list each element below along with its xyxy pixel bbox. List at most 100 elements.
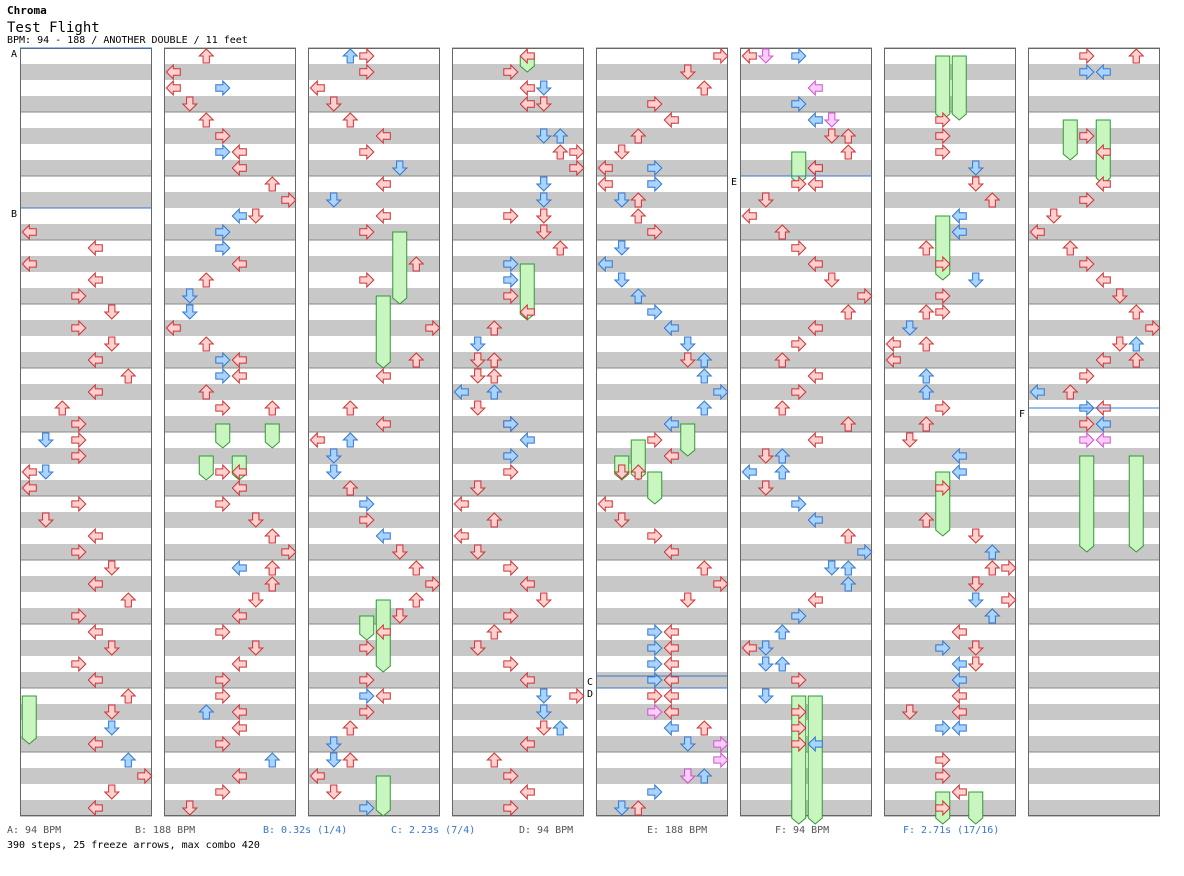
step-arrow — [807, 367, 823, 385]
step-arrow — [71, 607, 87, 625]
step-arrow — [247, 592, 265, 608]
step-arrow — [552, 144, 569, 160]
step-arrow — [840, 144, 857, 160]
step-arrow — [807, 79, 823, 97]
beat-stripe — [164, 64, 296, 80]
step-arrow — [469, 640, 487, 656]
step-arrow — [967, 176, 985, 192]
beat-stripe — [884, 384, 1016, 400]
step-arrow — [342, 400, 359, 416]
step-arrow — [359, 703, 375, 721]
step-arrow — [37, 464, 55, 480]
beat-stripe — [164, 640, 296, 656]
step-arrow — [984, 544, 1001, 560]
freeze-arrow — [519, 263, 535, 321]
step-arrow — [1062, 240, 1079, 256]
beat-stripe — [740, 224, 872, 240]
step-arrow — [342, 480, 359, 496]
step-arrow — [309, 767, 325, 785]
step-arrow — [503, 271, 519, 289]
chart-stats: 390 steps, 25 freeze arrows, max combo 4… — [7, 840, 260, 851]
step-arrow — [679, 336, 697, 352]
beat-stripe — [308, 320, 440, 336]
beat-stripe — [740, 288, 872, 304]
freeze-arrow — [680, 423, 696, 457]
step-arrow — [647, 527, 663, 545]
beat-stripe — [308, 160, 440, 176]
step-arrow — [791, 47, 807, 65]
freeze-arrow — [807, 695, 823, 825]
step-arrow — [679, 768, 697, 784]
step-arrow — [935, 767, 951, 785]
step-arrow — [840, 576, 857, 592]
step-arrow — [215, 687, 231, 705]
step-arrow — [679, 592, 697, 608]
beat-stripe — [452, 736, 584, 752]
step-arrow — [663, 447, 679, 465]
beat-stripe — [596, 416, 728, 432]
beat-stripe — [308, 128, 440, 144]
beat-stripe — [20, 800, 152, 816]
step-arrow — [503, 415, 519, 433]
step-arrow — [597, 175, 613, 193]
beat-stripe — [452, 320, 584, 336]
step-arrow — [713, 575, 729, 593]
step-arrow — [469, 368, 487, 384]
step-arrow — [453, 383, 469, 401]
step-arrow — [231, 207, 247, 225]
beat-stripe — [1028, 320, 1160, 336]
step-arrow — [791, 719, 807, 737]
step-arrow — [535, 80, 553, 96]
step-arrow — [630, 128, 647, 144]
step-arrow — [120, 688, 137, 704]
step-arrow — [1128, 336, 1145, 352]
step-arrow — [757, 640, 775, 656]
step-arrow — [535, 224, 553, 240]
step-arrow — [1128, 48, 1145, 64]
step-arrow — [918, 384, 935, 400]
step-arrow — [967, 576, 985, 592]
bpm-change-label: E — [731, 177, 737, 188]
step-arrow — [918, 368, 935, 384]
chart-column-border — [164, 48, 296, 816]
beat-stripe — [452, 512, 584, 528]
step-arrow — [1062, 384, 1079, 400]
step-arrow — [935, 287, 951, 305]
step-arrow — [181, 800, 199, 816]
step-arrow — [967, 160, 985, 176]
beat-stripe — [452, 192, 584, 208]
step-arrow — [503, 607, 519, 625]
step-arrow — [408, 592, 425, 608]
step-arrow — [613, 240, 631, 256]
step-arrow — [535, 176, 553, 192]
beat-stripe — [164, 288, 296, 304]
step-arrow — [918, 336, 935, 352]
freeze-arrow — [359, 615, 375, 641]
step-arrow — [325, 464, 343, 480]
step-arrow — [1029, 383, 1045, 401]
step-arrow — [359, 495, 375, 513]
step-arrow — [375, 207, 391, 225]
beat-stripe — [308, 416, 440, 432]
step-arrow — [647, 159, 663, 177]
step-arrow — [663, 415, 679, 433]
legend-f-bpm: F: 94 BPM — [775, 825, 830, 836]
step-arrow — [198, 48, 215, 64]
step-arrow — [231, 367, 247, 385]
step-arrow — [679, 736, 697, 752]
artist-name: Chroma — [7, 4, 47, 17]
step-arrow — [215, 367, 231, 385]
step-arrow — [647, 623, 663, 641]
step-arrow — [569, 687, 585, 705]
step-arrow — [21, 479, 37, 497]
beat-stripe — [308, 448, 440, 464]
beat-stripe — [164, 704, 296, 720]
step-arrow — [503, 207, 519, 225]
step-arrow — [791, 607, 807, 625]
beat-stripe — [740, 640, 872, 656]
step-arrow — [21, 463, 37, 481]
beat-stripe — [596, 288, 728, 304]
step-arrow — [569, 159, 585, 177]
beat-stripe — [1028, 352, 1160, 368]
step-arrow — [37, 432, 55, 448]
